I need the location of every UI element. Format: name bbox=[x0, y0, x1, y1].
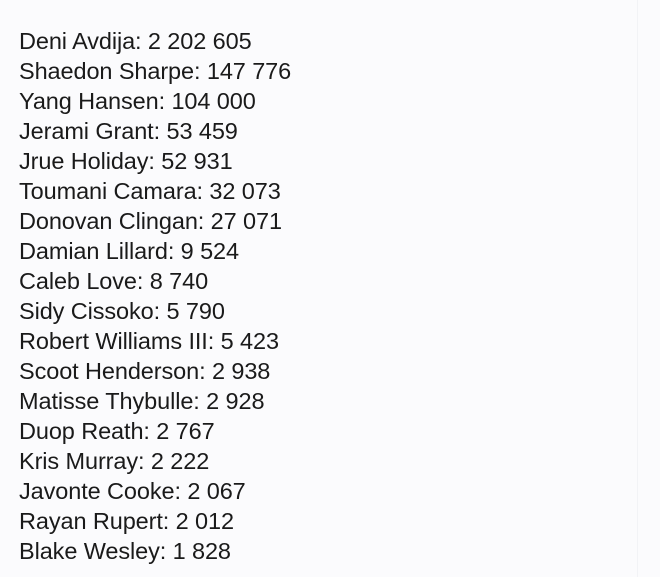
name-value-separator: : bbox=[143, 418, 157, 444]
player-value: 5 790 bbox=[166, 298, 225, 324]
name-value-separator: : bbox=[196, 178, 210, 204]
name-value-separator: : bbox=[138, 448, 151, 474]
player-name: Sidy Cissoko bbox=[19, 298, 154, 324]
name-value-separator: : bbox=[193, 388, 207, 414]
player-value: 32 073 bbox=[209, 178, 281, 204]
name-value-separator: : bbox=[207, 328, 221, 354]
player-value: 53 459 bbox=[166, 118, 238, 144]
player-name: Javonte Cooke bbox=[19, 478, 175, 504]
player-value: 104 000 bbox=[171, 88, 256, 114]
player-name: Matisse Thybulle bbox=[19, 388, 194, 414]
list-item: Duop Reath: 2 767 bbox=[19, 416, 660, 446]
name-value-separator: : bbox=[148, 148, 162, 174]
list-item: Jerami Grant: 53 459 bbox=[19, 116, 660, 146]
list-item: Jrue Holiday: 52 931 bbox=[19, 146, 660, 176]
list-item: Robert Williams III: 5 423 bbox=[19, 326, 660, 356]
player-value: 2 202 605 bbox=[147, 28, 252, 54]
player-value: 2 012 bbox=[175, 508, 234, 534]
player-value: 147 776 bbox=[206, 58, 292, 84]
name-value-separator: : bbox=[167, 238, 181, 264]
player-name: Deni Avdija bbox=[19, 28, 136, 54]
player-value: 52 931 bbox=[161, 148, 233, 174]
player-name: Shaedon Sharpe bbox=[19, 58, 194, 84]
list-item: Yang Hansen: 104 000 bbox=[19, 86, 660, 116]
name-value-separator: : bbox=[199, 358, 212, 384]
name-value-separator: : bbox=[174, 478, 188, 504]
player-name: Jerami Grant bbox=[19, 118, 154, 144]
player-name: Rayan Rupert bbox=[19, 508, 163, 534]
player-value: 5 423 bbox=[220, 328, 279, 354]
list-item: Caleb Love: 8 740 bbox=[19, 266, 660, 296]
list-item: Sidy Cissoko: 5 790 bbox=[19, 296, 660, 326]
name-value-separator: : bbox=[159, 538, 173, 564]
list-item: Toumani Camara: 32 073 bbox=[19, 176, 660, 206]
player-value: 1 828 bbox=[172, 538, 231, 564]
player-name: Blake Wesley bbox=[19, 538, 160, 564]
player-value: 8 740 bbox=[149, 268, 209, 294]
list-item: Shaedon Sharpe: 147 776 bbox=[19, 56, 660, 86]
player-value: 2 222 bbox=[150, 448, 210, 474]
list-item: Rayan Rupert: 2 012 bbox=[19, 506, 660, 536]
list-item: Kris Murray: 2 222 bbox=[19, 446, 660, 476]
player-name: Damian Lillard bbox=[19, 238, 168, 264]
player-name: Toumani Camara bbox=[19, 178, 197, 204]
player-name: Yang Hansen bbox=[19, 88, 159, 114]
name-value-separator: : bbox=[194, 58, 207, 84]
name-value-separator: : bbox=[153, 298, 167, 324]
player-value: 2 067 bbox=[187, 478, 246, 504]
player-name: Jrue Holiday bbox=[19, 148, 149, 174]
list-item: Javonte Cooke: 2 067 bbox=[19, 476, 660, 506]
list-item: Scoot Henderson: 2 938 bbox=[19, 356, 660, 386]
name-value-separator: : bbox=[162, 508, 176, 534]
list-item: Deni Avdija: 2 202 605 bbox=[19, 26, 660, 56]
name-value-separator: : bbox=[135, 28, 148, 54]
player-value: 27 071 bbox=[210, 208, 282, 234]
list-item: Blake Wesley: 1 828 bbox=[19, 536, 660, 566]
list-item: Damian Lillard: 9 524 bbox=[19, 236, 660, 266]
player-name: Donovan Clingan bbox=[19, 208, 198, 234]
player-name: Kris Murray bbox=[19, 448, 139, 474]
player-name: Scoot Henderson bbox=[19, 358, 200, 384]
name-value-separator: : bbox=[197, 208, 211, 234]
player-value: 2 928 bbox=[206, 388, 265, 414]
player-value: 2 938 bbox=[211, 358, 271, 384]
name-value-separator: : bbox=[158, 88, 172, 114]
player-name: Duop Reath bbox=[19, 418, 144, 444]
player-value: 9 524 bbox=[180, 238, 239, 264]
player-value: 2 767 bbox=[156, 418, 215, 444]
list-item: Matisse Thybulle: 2 928 bbox=[19, 386, 660, 416]
player-name: Caleb Love bbox=[19, 268, 137, 294]
name-value-separator: : bbox=[153, 118, 167, 144]
name-value-separator: : bbox=[136, 268, 150, 294]
list-item: Donovan Clingan: 27 071 bbox=[19, 206, 660, 236]
player-name: Robert Williams III bbox=[19, 328, 208, 354]
